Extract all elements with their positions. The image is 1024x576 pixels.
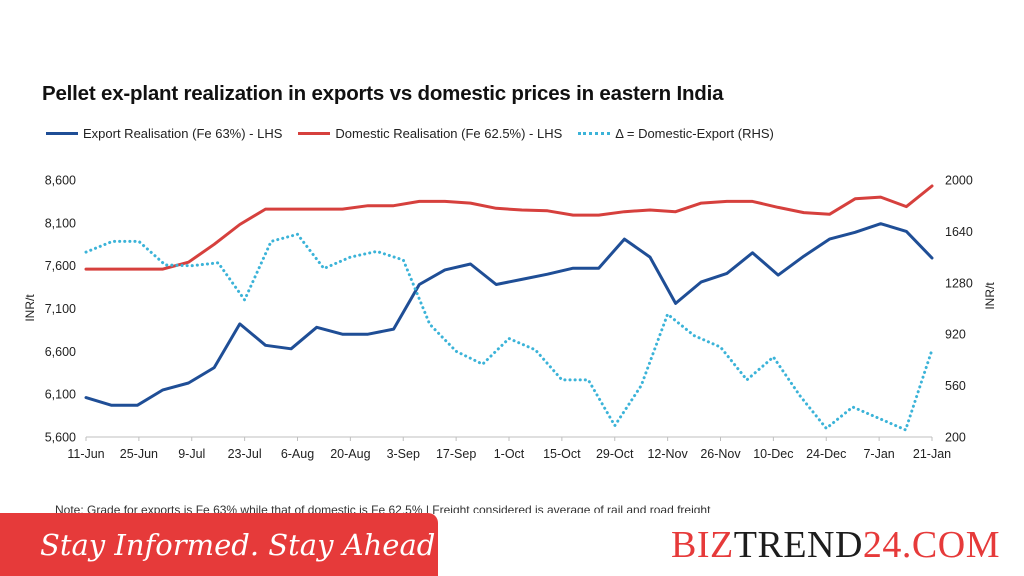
y-tick-label-left: 5,600 [45, 431, 76, 445]
legend-item-domestic: Domestic Realisation (Fe 62.5%) - LHS [298, 126, 562, 141]
x-tick-label: 11-Jun [67, 447, 104, 461]
y-tick-label-right: 920 [945, 328, 966, 342]
legend-swatch-domestic [298, 132, 331, 135]
x-tick-label: 9-Jul [178, 447, 205, 461]
x-tick-label: 3-Sep [387, 447, 420, 461]
legend-swatch-delta [578, 132, 611, 135]
y-tick-label-right: 200 [945, 431, 966, 445]
series-line-delta [84, 232, 934, 432]
y-tick-label-left: 6,100 [45, 388, 76, 402]
brand-logo-part-1: BIZ [671, 523, 734, 566]
y-tick-label-right: 1640 [945, 225, 973, 239]
tagline-banner: Stay Informed. Stay Ahead [0, 513, 438, 576]
legend-label-export: Export Realisation (Fe 63%) - LHS [83, 126, 283, 141]
chart-title: Pellet ex-plant realization in exports v… [42, 82, 724, 105]
y-tick-label-left: 6,600 [45, 345, 76, 359]
y-tick-label-right: 1280 [945, 276, 973, 290]
x-tick-label: 1-Oct [494, 447, 525, 461]
legend-label-domestic: Domestic Realisation (Fe 62.5%) - LHS [335, 126, 563, 141]
tagline-text: Stay Informed. Stay Ahead [40, 527, 436, 562]
y-axis-label-right: INR/t [983, 282, 997, 310]
series-line-domestic [84, 184, 934, 271]
y-tick-label-right: 2000 [945, 174, 973, 188]
y-tick-label-right: 560 [945, 379, 966, 393]
x-tick-label: 25-Jun [120, 447, 158, 461]
x-tick-label: 10-Dec [753, 447, 793, 461]
brand-logo-part-3: 24.COM [862, 523, 1000, 566]
x-tick-label: 7-Jan [863, 447, 894, 461]
y-axis-label-left: INR/t [23, 294, 37, 322]
x-tick-label: 26-Nov [700, 447, 741, 461]
legend-swatch-export [46, 132, 78, 135]
y-tick-label-left: 7,100 [45, 302, 76, 316]
y-tick-label-left: 8,100 [45, 216, 76, 230]
brand-logo-part-2: TREND [733, 523, 863, 566]
x-tick-label: 15-Oct [543, 447, 581, 461]
x-tick-label: 6-Aug [281, 447, 314, 461]
x-tick-label: 12-Nov [647, 447, 688, 461]
x-tick-label: 21-Jan [913, 447, 951, 461]
x-tick-label: 24-Dec [806, 447, 846, 461]
chart-plot: 11-Jun 25-Jun 9-Jul 23-Jul 6-Aug 20-Aug 3-Sep 1… [23, 174, 997, 462]
chart-legend: Export Realisation (Fe 63%) - LHS Domest… [46, 126, 790, 141]
chart-axes: 11-Jun 25-Jun 9-Jul 23-Jul 6-Aug 20-Aug 3-Sep 1… [45, 174, 973, 462]
y-tick-label-left: 7,600 [45, 259, 76, 273]
series-line-export [84, 222, 934, 407]
x-tick-label: 20-Aug [330, 447, 370, 461]
y-tick-label-left: 8,600 [45, 174, 76, 188]
brand-banner[interactable]: BIZTREND24.COM [438, 513, 1024, 576]
x-tick-label: 17-Sep [436, 447, 476, 461]
legend-label-delta: Δ = Domestic-Export (RHS) [615, 126, 774, 141]
x-tick-label: 29-Oct [596, 447, 634, 461]
legend-item-delta: Δ = Domestic-Export (RHS) [578, 126, 774, 141]
legend-item-export: Export Realisation (Fe 63%) - LHS [46, 126, 282, 141]
chart-series [84, 184, 934, 432]
x-tick-label: 23-Jul [228, 447, 262, 461]
brand-logo[interactable]: BIZTREND24.COM [671, 523, 1000, 567]
